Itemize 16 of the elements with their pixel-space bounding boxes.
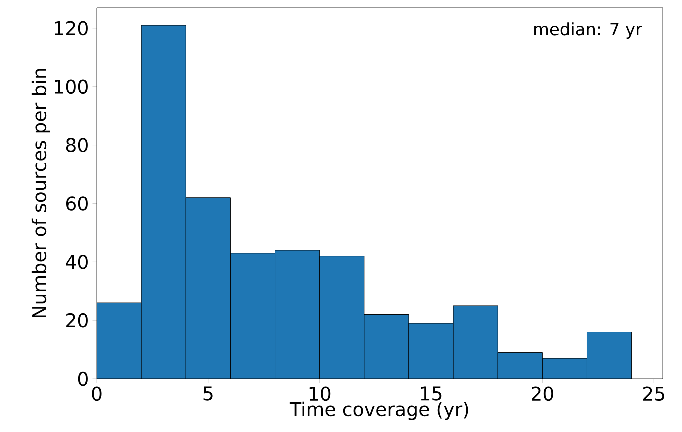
y-tick-label: 100 xyxy=(55,80,88,94)
x-tick-label: 25 xyxy=(643,386,664,402)
y-tick-label: 120 xyxy=(55,21,88,36)
x-tick-label: 10 xyxy=(310,386,331,402)
annotation: median: 7 yr xyxy=(534,22,643,40)
y-tick-label: 60 xyxy=(66,196,88,211)
x-tick-label: 0 xyxy=(92,386,102,402)
y-tick-label: 0 xyxy=(78,372,88,386)
y-tick-label: 40 xyxy=(66,254,88,270)
y-axis-title: Number of sources per bin xyxy=(32,69,50,318)
x-tick-label: 15 xyxy=(421,386,442,401)
y-tick-label: 80 xyxy=(66,138,88,152)
x-tick-label: 20 xyxy=(532,386,554,402)
y-tick-label: 20 xyxy=(66,313,88,328)
x-tick-label: 5 xyxy=(204,386,213,401)
x-axis-title: Time coverage (yr) xyxy=(290,402,468,420)
